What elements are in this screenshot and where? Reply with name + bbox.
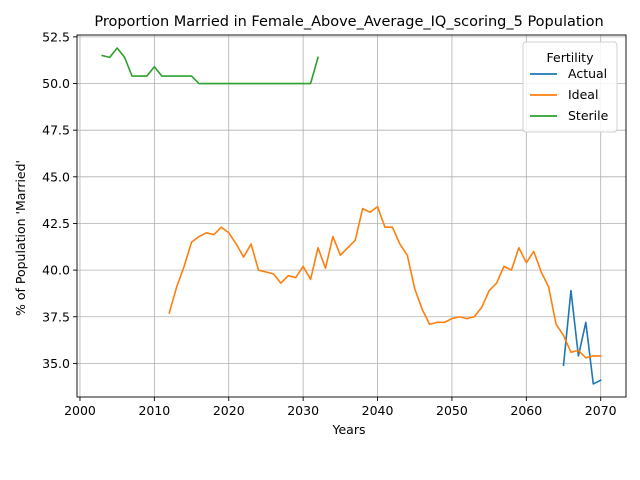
series-line-ideal bbox=[168, 205, 602, 359]
y-tick-label: 45.0 bbox=[42, 169, 70, 184]
legend-label-ideal: Ideal bbox=[568, 87, 598, 102]
y-tick-label: 42.5 bbox=[42, 216, 70, 231]
x-tick-label: 2020 bbox=[213, 403, 245, 418]
legend-title: Fertility bbox=[547, 50, 595, 65]
plot-area-frame bbox=[76, 34, 627, 398]
y-tick-label: 40.0 bbox=[42, 263, 70, 278]
y-axis-label: % of Population 'Married' bbox=[13, 160, 28, 316]
y-tick-label: 47.5 bbox=[42, 123, 70, 138]
legend-entries: Actual Ideal Sterile bbox=[530, 66, 609, 123]
y-tick-label: 52.5 bbox=[42, 29, 70, 44]
y-axis-ticks: 35.0 37.5 40.0 42.5 45.0 47.5 50.0 52.5 bbox=[42, 29, 77, 371]
y-tick-label: 50.0 bbox=[42, 76, 70, 91]
x-tick-label: 2040 bbox=[362, 403, 394, 418]
x-tick-label: 2010 bbox=[138, 403, 170, 418]
series-line-sterile bbox=[101, 47, 320, 85]
x-axis-ticks: 2000 2010 2020 2030 2040 2050 2060 2070 bbox=[64, 397, 617, 418]
chart-title: Proportion Married in Female_Above_Avera… bbox=[94, 14, 603, 30]
x-tick-label: 2000 bbox=[64, 403, 96, 418]
x-tick-label: 2030 bbox=[287, 403, 319, 418]
x-tick-label: 2050 bbox=[436, 403, 468, 418]
x-tick-label: 2070 bbox=[585, 403, 617, 418]
x-axis-label: Years bbox=[332, 422, 366, 437]
legend: Fertility Actual Ideal Sterile bbox=[522, 41, 618, 133]
y-tick-label: 35.0 bbox=[42, 356, 70, 371]
series-line-actual bbox=[562, 289, 602, 385]
legend-label-actual: Actual bbox=[568, 66, 607, 81]
legend-box bbox=[522, 41, 618, 133]
x-tick-label: 2060 bbox=[510, 403, 542, 418]
series-lines bbox=[101, 47, 602, 385]
legend-label-sterile: Sterile bbox=[568, 108, 609, 123]
y-tick-label: 37.5 bbox=[42, 309, 70, 324]
